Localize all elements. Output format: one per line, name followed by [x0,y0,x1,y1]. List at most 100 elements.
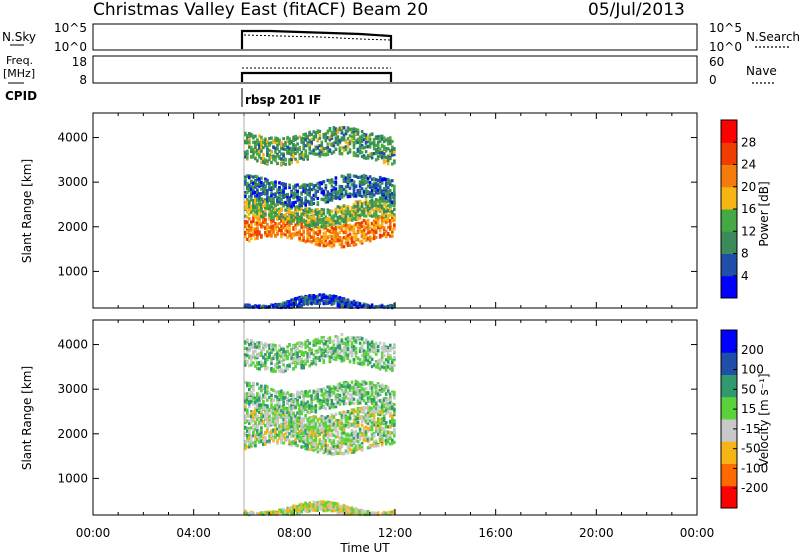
power-cell [286,225,289,229]
power-cell [340,138,344,142]
power-cell [342,245,346,249]
power-cell [266,222,269,226]
power-cell [328,211,332,215]
velocity-cell [268,419,271,423]
velocity-cell [332,445,336,449]
power-cell [340,152,344,156]
velocity-cell [318,406,322,411]
power-cell [362,201,366,205]
power-cell [330,229,334,233]
power-cell [262,191,265,195]
power-cell [302,144,305,148]
velocity-cell [378,427,382,431]
power-cell [288,227,291,231]
power-cell [393,184,396,188]
power-cell [284,217,287,221]
velocity-cell [362,410,366,415]
power-cell [352,235,356,239]
power-cell [254,222,257,226]
velocity-cell [272,388,275,392]
power-cell [372,187,376,191]
velocity-cell [250,435,253,439]
power-cell [364,193,368,197]
power-cell [278,186,281,190]
power-cell [270,150,273,154]
power-cell [380,189,384,193]
power-cell [382,158,386,162]
power-cell [268,154,271,159]
power-cell [310,297,313,301]
velocity-cell [356,407,360,411]
power-cell [322,217,326,221]
velocity-cell [274,416,277,420]
velocity-cell [282,411,285,415]
power-cell [292,219,295,223]
power-cell [320,150,324,154]
velocity-cell [310,425,313,429]
velocity-cell [386,435,390,439]
velocity-cell [360,442,364,446]
power-cell [354,127,358,132]
power-cell [278,197,281,202]
velocity-cell [314,396,318,400]
power-cell [330,196,334,200]
velocity-cell [258,421,261,425]
velocity-cell [348,422,352,426]
power-cell [354,194,358,198]
velocity-cell [364,413,368,417]
velocity-cell [320,405,324,409]
power-cell [336,196,340,200]
power-cell [286,304,289,308]
power-cell [306,214,309,218]
power-cell [288,223,291,227]
velocity-cell [338,445,342,449]
power-cell [310,188,313,192]
power-cell [352,174,356,178]
power-cell [280,219,283,223]
power-cell [330,222,334,226]
velocity-cell [344,449,348,453]
power-cell [280,208,283,213]
power-cell [276,222,279,226]
power-cell [290,211,293,215]
velocity-cell [350,411,354,415]
power-cell [282,158,285,162]
velocity-cell [334,450,338,454]
power-cell [340,228,344,232]
velocity-cell [330,393,334,397]
power-cell [310,201,313,205]
velocity-cell [284,416,287,420]
power-cell [244,224,247,228]
power-cell [284,233,287,237]
power-cell [356,193,360,197]
power-cell [266,192,269,196]
power-cell [368,225,372,229]
power-cell [382,178,386,182]
power-cell [391,213,394,217]
velocity-cell [244,399,247,404]
velocity-cell [342,423,346,427]
power-cell [366,208,370,212]
power-cell [276,230,279,234]
power-cell [393,302,396,307]
velocity-cell [276,441,279,445]
power-cell [300,225,303,229]
velocity-cell [290,433,293,437]
velocity-cell [316,397,320,401]
power-cell [270,200,273,204]
velocity-cell [260,431,263,435]
power-cell [364,199,368,203]
velocity-cell [350,432,354,436]
power-cell [346,129,350,133]
velocity-cell [308,437,311,441]
power-cell [296,233,299,237]
power-cell [356,190,360,194]
power-cell [268,213,271,217]
velocity-cell [344,415,348,419]
power-cell [356,221,360,225]
power-cell [374,184,378,188]
velocity-cell [322,396,326,400]
velocity-cell [324,394,328,398]
power-cell [316,146,320,150]
velocity-cell [258,410,261,414]
